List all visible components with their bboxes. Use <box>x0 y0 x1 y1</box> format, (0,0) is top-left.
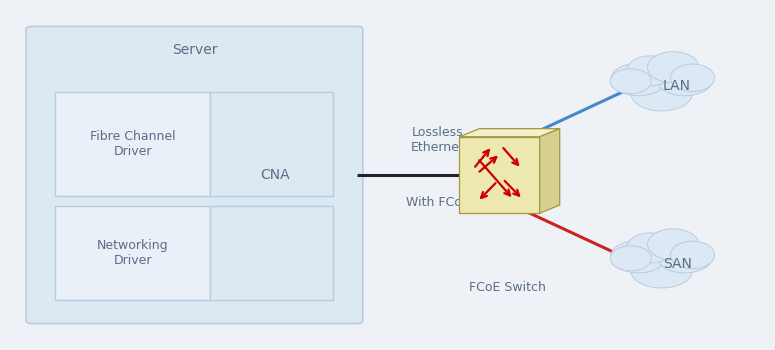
FancyBboxPatch shape <box>56 92 210 196</box>
Text: Server: Server <box>172 43 217 57</box>
Ellipse shape <box>631 253 692 288</box>
Polygon shape <box>460 137 539 213</box>
FancyBboxPatch shape <box>56 206 210 300</box>
Ellipse shape <box>657 240 713 273</box>
FancyBboxPatch shape <box>210 206 333 300</box>
Ellipse shape <box>626 233 673 263</box>
Ellipse shape <box>670 241 715 268</box>
Text: SAN: SAN <box>663 257 691 271</box>
Polygon shape <box>539 129 560 213</box>
Ellipse shape <box>648 229 699 260</box>
Ellipse shape <box>611 240 666 273</box>
Text: Networking
Driver: Networking Driver <box>97 239 168 267</box>
Text: Fibre Channel
Driver: Fibre Channel Driver <box>90 130 175 158</box>
FancyBboxPatch shape <box>26 26 363 324</box>
Text: LAN: LAN <box>663 79 691 93</box>
Ellipse shape <box>648 52 699 83</box>
Text: CNA: CNA <box>260 168 291 182</box>
Ellipse shape <box>631 76 692 111</box>
Ellipse shape <box>610 246 651 271</box>
Ellipse shape <box>657 63 713 96</box>
Ellipse shape <box>670 64 715 92</box>
Ellipse shape <box>610 69 651 94</box>
Text: With FCoE: With FCoE <box>406 196 470 209</box>
Ellipse shape <box>611 63 666 96</box>
Polygon shape <box>460 129 560 137</box>
Text: FCoE Switch: FCoE Switch <box>469 281 546 294</box>
Text: Lossless
Ethernet: Lossless Ethernet <box>411 126 464 154</box>
Ellipse shape <box>626 56 673 86</box>
FancyBboxPatch shape <box>210 92 333 196</box>
